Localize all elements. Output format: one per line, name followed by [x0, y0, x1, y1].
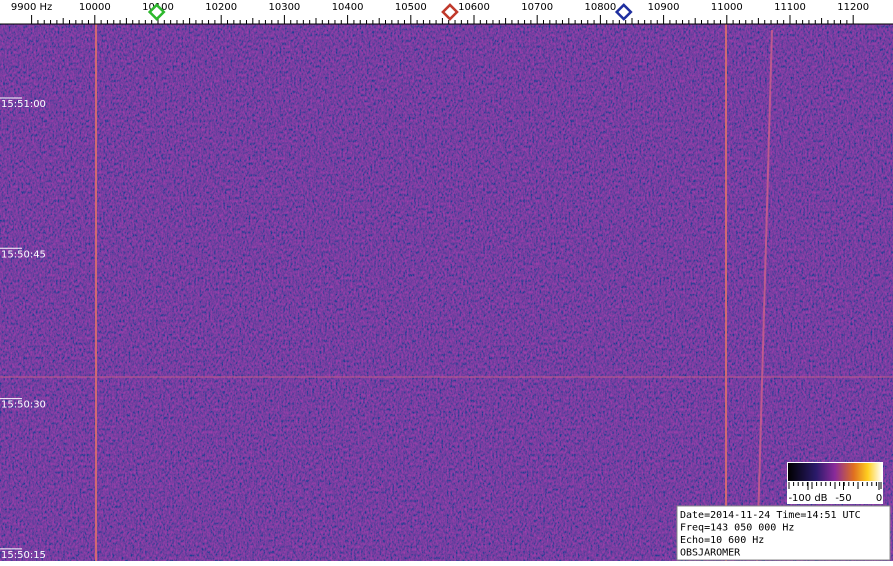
info-line: OBSJAROMER: [680, 548, 741, 559]
x-tick-label: 10800: [584, 2, 616, 13]
cb-label: 0: [876, 493, 882, 504]
cb-label: -50: [835, 493, 851, 504]
x-tick-label: 10500: [395, 2, 427, 13]
x-tick-label: 10900: [648, 2, 680, 13]
signals: [0, 24, 893, 562]
x-tick-label: 11200: [837, 2, 869, 13]
info-box: [676, 505, 891, 561]
info-line: Date=2014-11-24 Time=14:51 UTC: [680, 510, 861, 521]
info-line: Echo=10 600 Hz: [680, 535, 764, 546]
time-label: 15:50:15: [1, 550, 46, 561]
time-label: 15:50:45: [1, 249, 46, 260]
x-tick-label: 10600: [458, 2, 490, 13]
x-tick-label: 9900 Hz: [11, 2, 52, 13]
time-label: 15:50:30: [1, 400, 46, 411]
info-line: Freq=143 050 000 Hz: [680, 523, 794, 534]
cb-label: -100 dB: [788, 493, 827, 504]
colorbar: [788, 463, 882, 481]
x-tick-label: 10700: [521, 2, 553, 13]
x-tick-label: 11100: [774, 2, 806, 13]
marker: [614, 3, 633, 21]
x-tick-label: 10000: [79, 2, 111, 13]
x-tick-label: 10200: [205, 2, 237, 13]
x-tick-label: 10300: [268, 2, 300, 13]
time-label: 15:51:00: [1, 99, 46, 110]
x-tick-label: 11000: [711, 2, 743, 13]
marker: [441, 3, 459, 21]
noise: [0, 24, 893, 561]
x-tick-label: 10400: [332, 2, 364, 13]
marker: [147, 3, 166, 21]
